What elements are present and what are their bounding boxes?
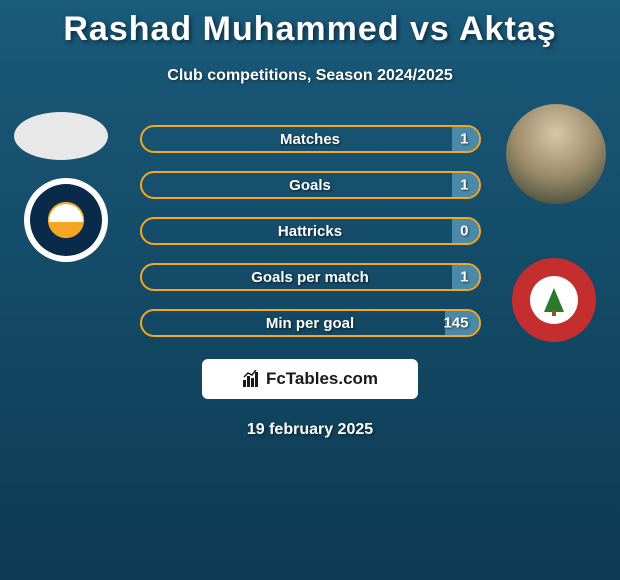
date-label: 19 february 2025 [0, 421, 620, 439]
brand-box[interactable]: FcTables.com [202, 359, 418, 399]
stat-value-right: 1 [460, 177, 468, 194]
bars-icon [242, 370, 262, 388]
stat-value-right: 145 [443, 315, 468, 332]
stats-area: Matches1Goals1Hattricks0Goals per match1… [0, 125, 620, 337]
brand-label: FcTables.com [266, 369, 378, 389]
stat-value-right: 0 [460, 223, 468, 240]
stat-label: Min per goal [142, 315, 479, 332]
stat-row: Goals1 [140, 171, 481, 199]
page-title: Rashad Muhammed vs Aktaş [0, 0, 620, 49]
stat-label: Goals [142, 177, 479, 194]
stat-value-right: 1 [460, 269, 468, 286]
stat-label: Goals per match [142, 269, 479, 286]
stat-row: Hattricks0 [140, 217, 481, 245]
subtitle: Club competitions, Season 2024/2025 [0, 67, 620, 85]
stat-label: Hattricks [142, 223, 479, 240]
stat-value-right: 1 [460, 131, 468, 148]
stat-label: Matches [142, 131, 479, 148]
stat-row: Goals per match1 [140, 263, 481, 291]
stat-row: Matches1 [140, 125, 481, 153]
stat-row: Min per goal145 [140, 309, 481, 337]
